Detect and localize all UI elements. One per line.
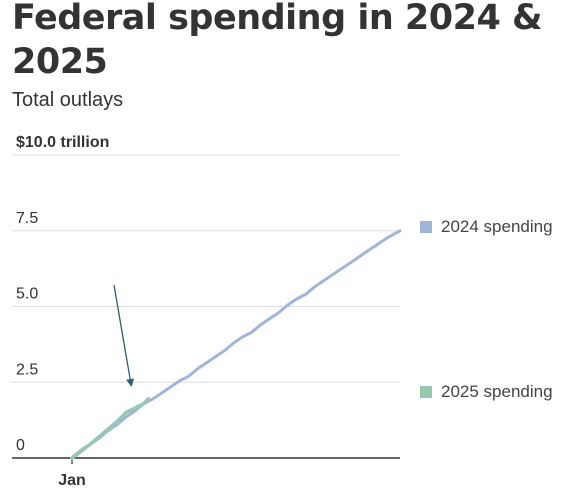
- x-tick-labels: Jan: [58, 458, 86, 489]
- y-tick-label: 5.0: [16, 286, 38, 303]
- legend-label: 2024 spending: [441, 217, 553, 236]
- legend-swatch: [420, 221, 432, 233]
- y-tick-label: 0: [16, 437, 25, 454]
- y-tick-label: 2.5: [16, 361, 38, 378]
- series-lines: [70, 229, 402, 460]
- chart-subtitle: Total outlays: [12, 89, 124, 111]
- y-tick-label: $10.0 trillion: [16, 134, 109, 151]
- annotation-arrow: [113, 284, 135, 387]
- series-line-2024: [70, 229, 402, 460]
- y-tick-labels: 0 2.5 5.0 7.5 $10.0 trillion: [16, 134, 109, 454]
- y-tick-label: 7.5: [16, 210, 38, 227]
- grid-lines: [12, 154, 400, 459]
- legend: 2024 spending 2025 spending: [420, 217, 553, 401]
- legend-swatch: [420, 386, 432, 398]
- chart-title: Federal spending in 2024 & 2025: [12, 0, 543, 82]
- legend-label: 2025 spending: [441, 382, 553, 401]
- series-line-2025: [70, 397, 151, 460]
- x-tick-label: Jan: [58, 472, 86, 489]
